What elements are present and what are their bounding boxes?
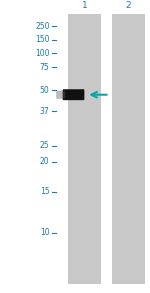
Bar (68, 14, 101, 285)
Text: 25: 25 (40, 141, 50, 150)
FancyBboxPatch shape (56, 91, 65, 99)
Text: 1: 1 (82, 1, 88, 10)
Text: 250: 250 (35, 22, 50, 31)
Text: 20: 20 (40, 157, 50, 166)
Text: 37: 37 (40, 107, 50, 116)
FancyBboxPatch shape (63, 89, 84, 100)
Text: 100: 100 (35, 49, 50, 58)
Text: 10: 10 (40, 228, 50, 237)
Bar (112, 14, 145, 285)
Text: 150: 150 (35, 35, 50, 44)
Text: 75: 75 (40, 63, 50, 72)
Text: 50: 50 (40, 86, 50, 95)
Text: 15: 15 (40, 187, 50, 196)
Text: 2: 2 (125, 1, 131, 10)
